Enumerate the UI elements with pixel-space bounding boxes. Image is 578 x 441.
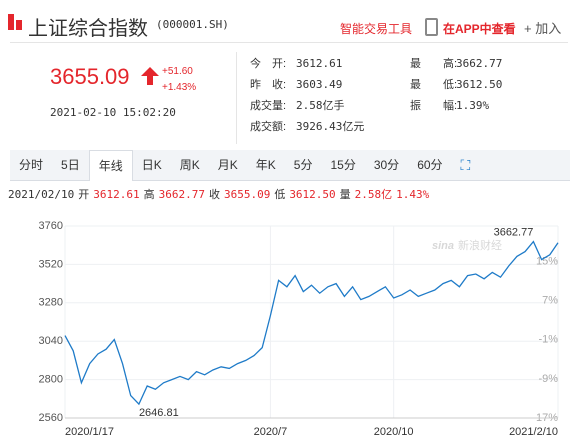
price: 3655.09 (50, 64, 130, 89)
quote-time: 2021-02-10 15:02:20 (50, 106, 176, 119)
tab[interactable]: 年K (255, 158, 276, 172)
y2-tick-label: 15% (536, 256, 558, 268)
x-tick-label: 2020/10 (374, 426, 414, 438)
tab[interactable]: 5分 (293, 158, 313, 172)
tab-bar: 分时 5日 年线 日K 周K 月K 年K 5分 15分 30分 60分 ⛶ (10, 149, 570, 181)
stat-label: 振 幅: (410, 100, 458, 112)
x-tick-label: 2020/7 (254, 426, 288, 438)
code: (000001.SH) (156, 18, 229, 31)
phone-icon (425, 18, 438, 36)
stat: 最 高:3662.77 (410, 55, 502, 71)
tab[interactable]: 15分 (330, 158, 356, 172)
logo (8, 14, 22, 30)
stat-value: 3612.61 (296, 57, 343, 70)
tab[interactable]: 日K (141, 158, 162, 172)
up-arrow (141, 67, 159, 85)
stat-label: 成交额: (250, 121, 287, 133)
info-label: 高 (143, 188, 155, 201)
stat-label: 今 开: (250, 58, 287, 70)
info-value: 3612.50 (289, 188, 336, 201)
stat-label: 最 高: (410, 58, 458, 70)
fullscreen-icon: ⛶ (460, 157, 471, 173)
watermark-brand: sina (432, 240, 454, 252)
stat: 最 低:3612.50 (410, 76, 502, 92)
tab[interactable]: 分时 (19, 158, 44, 172)
y-tick-label: 3040 (39, 335, 63, 347)
tab[interactable]: 月K (217, 158, 238, 172)
annotation: 2646.81 (139, 407, 179, 419)
divider (236, 52, 237, 144)
info-label: 开 (78, 188, 90, 201)
y2-tick-label: -9% (538, 373, 558, 385)
watermark: 新浪财经 (458, 238, 502, 252)
info-bar: 2021/02/10 开 3612.61 高 3662.77 收 3655.09 低 3612.… (8, 186, 429, 202)
tab[interactable]: 30分 (373, 158, 400, 172)
x-tick-label: 2021/2/10 (509, 426, 558, 438)
tab[interactable]: 年线 (88, 149, 133, 181)
info-value: 3655.09 (223, 188, 271, 201)
y2-tick-label: -1% (538, 334, 558, 346)
stat: 成交额: 3926.43亿元 (250, 118, 364, 134)
y-tick-label: 3760 (39, 220, 63, 232)
chart: sina 新浪财经256028003040328035203760-17%-9%-… (39, 220, 559, 438)
stat-label: 昨 收: (250, 79, 287, 91)
stat: 成交量: 2.58亿手 (250, 97, 345, 113)
info-value: 3662.77 (158, 188, 205, 201)
info-label: 低 (274, 188, 286, 201)
stat: 振 幅:1.39% (410, 97, 489, 113)
price-line (64, 240, 559, 406)
y-tick-label: 2800 (39, 374, 63, 386)
stat: 昨 收: 3603.49 (250, 76, 342, 92)
stat-value: 3926.43亿元 (296, 120, 365, 133)
y-tick-label: 3280 (39, 297, 63, 309)
change: +51.60 (162, 66, 193, 77)
divider (10, 42, 568, 43)
tool-link[interactable]: 智能交易工具 (340, 22, 413, 36)
info-change: 1.43% (396, 188, 430, 201)
tab[interactable]: 60分 (417, 158, 443, 172)
stat-value: 1.39% (456, 99, 490, 112)
y2-tick-label: 7% (542, 295, 558, 307)
stat-label: 成交量: (250, 100, 287, 112)
change-pct: +1.43% (162, 82, 197, 93)
stat-value: 3662.77 (456, 57, 503, 70)
tab[interactable]: 周K (179, 158, 200, 172)
stat-label: 最 低: (410, 79, 458, 91)
info-date: 2021/02/10 (8, 188, 75, 201)
tab[interactable]: 5日 (61, 158, 80, 172)
info-label: 量 (339, 188, 351, 201)
stat-value: 3612.50 (456, 78, 503, 91)
title: 上证综合指数 (28, 18, 148, 40)
stat: 今 开: 3612.61 (250, 55, 342, 71)
y-tick-label: 2560 (39, 412, 63, 424)
annotation: 3662.77 (494, 226, 534, 238)
info-value: 2.58亿 (354, 188, 393, 201)
info-value: 3612.61 (93, 188, 140, 201)
add-label: 加入 (535, 21, 562, 36)
app-link[interactable]: 在APP中查看 (443, 22, 516, 36)
add-button[interactable]: + 加入 (524, 21, 562, 36)
info-label: 收 (208, 188, 220, 201)
stat-value: 2.58亿手 (296, 99, 345, 112)
x-tick-label: 2020/1/17 (65, 426, 114, 438)
y-tick-label: 3520 (39, 258, 63, 270)
stat-value: 3603.49 (296, 78, 343, 91)
